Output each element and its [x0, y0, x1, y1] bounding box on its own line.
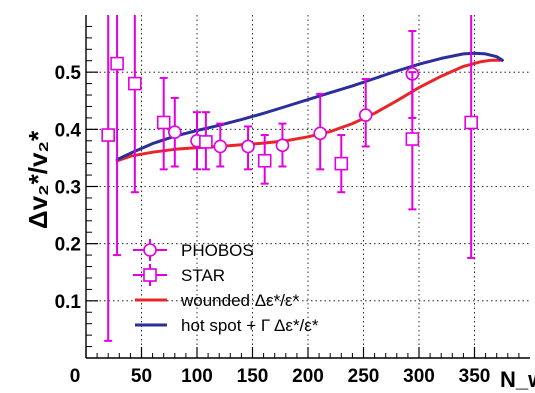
- data-points: [101, 15, 478, 342]
- tick-labels: 0 50 100 150 200 250 300 350 0.1 0.2 0.3 0.4 0.5: [55, 63, 491, 387]
- star-marker: [156, 115, 171, 130]
- x-tick-label: 0: [70, 366, 81, 387]
- star-marker: [110, 56, 124, 71]
- star-point: [405, 71, 420, 211]
- star-point: [257, 134, 272, 185]
- phobos-marker: [241, 139, 255, 154]
- legend-label: wounded Δε*/ε*: [180, 291, 300, 310]
- x-tick-label: 100: [181, 366, 213, 387]
- grid-lines: [86, 15, 530, 358]
- y-tick-label: 0.3: [55, 178, 81, 199]
- y-axis-label-text: Δv₂*/v₂*: [23, 130, 53, 229]
- star-point: [156, 76, 171, 171]
- x-tick-label: 300: [403, 366, 435, 387]
- legend-entry: PHOBOS: [133, 239, 254, 261]
- star-marker: [405, 132, 420, 146]
- phobos-marker: [213, 139, 228, 154]
- phobos-marker: [275, 138, 290, 153]
- legend-entry: wounded Δε*/ε*: [135, 291, 300, 310]
- x-tick-label: 250: [348, 366, 380, 387]
- y-tick-label: 0.2: [55, 235, 81, 256]
- phobos-point: [358, 78, 373, 148]
- star-point: [464, 15, 478, 259]
- legend: PHOBOS STAR wounded Δε*/ε* hot spot + Γ Δε*…: [133, 239, 319, 335]
- legend-label: PHOBOS: [181, 241, 254, 260]
- star-marker: [464, 115, 478, 130]
- y-tick-label: 0.1: [55, 292, 82, 313]
- legend-entry: hot spot + Γ Δε*/ε*: [135, 316, 319, 335]
- star-marker: [199, 135, 213, 149]
- x-tick-label: 200: [292, 366, 324, 387]
- phobos-point: [241, 125, 255, 171]
- legend-label: STAR: [181, 266, 225, 285]
- y-tick-label: 0.4: [55, 120, 82, 141]
- star-marker: [101, 128, 115, 142]
- x-tick-label: 350: [459, 366, 491, 387]
- star-point: [128, 15, 142, 194]
- star-marker: [128, 76, 142, 91]
- phobos-point: [313, 92, 328, 171]
- phobos-point: [168, 96, 182, 168]
- legend-label: hot spot + Γ Δε*/ε*: [181, 316, 319, 335]
- star-point: [334, 134, 349, 194]
- star-marker: [334, 156, 349, 171]
- x-axis-label: N_w: [500, 367, 535, 392]
- legend-circle-marker: [143, 243, 157, 257]
- x-tick-label: 150: [237, 366, 269, 387]
- legend-square-marker: [143, 268, 157, 282]
- star-point: [110, 15, 124, 257]
- axes: [85, 15, 530, 359]
- phobos-marker: [168, 125, 182, 139]
- star-point: [101, 15, 115, 342]
- y-tick-label: 0.5: [55, 63, 82, 84]
- x-tick-label: 50: [131, 366, 152, 387]
- star-point: [199, 111, 213, 171]
- star-marker: [257, 153, 272, 168]
- phobos-point: [275, 122, 290, 168]
- phobos-marker: [358, 108, 373, 122]
- legend-entry: STAR: [133, 264, 225, 286]
- phobos-point: [213, 122, 228, 168]
- y-axis-label: Δv₂*/v₂*: [23, 130, 53, 229]
- phobos-marker: [313, 126, 328, 141]
